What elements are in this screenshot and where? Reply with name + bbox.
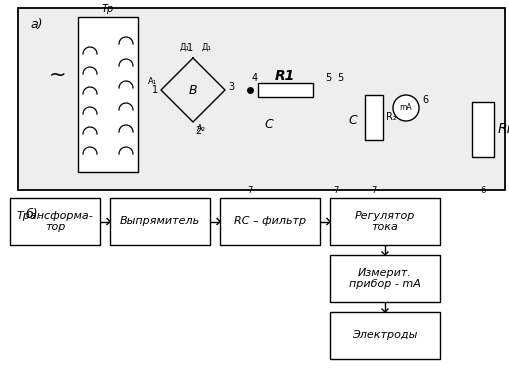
Text: а): а) (30, 18, 42, 31)
Text: R1: R1 (274, 69, 295, 83)
Text: Rн: Rн (497, 122, 509, 136)
Text: Измерит.
прибор - mA: Измерит. прибор - mA (348, 268, 420, 289)
Text: B: B (188, 83, 197, 97)
Bar (258, 83, 313, 97)
Text: Д₁: Д₁ (180, 43, 189, 52)
Text: C: C (264, 118, 272, 131)
Circle shape (392, 95, 418, 121)
Text: RC – фильтр: RC – фильтр (234, 216, 305, 226)
Bar (110, 198, 210, 245)
Text: 1: 1 (186, 43, 192, 53)
Text: 7: 7 (247, 186, 252, 195)
Bar (18, 8, 504, 190)
Bar (219, 198, 319, 245)
Text: Регулятор
тока: Регулятор тока (354, 211, 414, 232)
Text: 6: 6 (479, 186, 485, 195)
Bar (329, 255, 439, 302)
Text: 4: 4 (251, 73, 258, 83)
Bar (329, 312, 439, 359)
Bar (471, 102, 493, 157)
Bar (78, 17, 138, 172)
Text: А₁: А₁ (148, 77, 157, 87)
Text: 1: 1 (152, 85, 158, 95)
Text: C: C (347, 115, 356, 128)
Text: 5: 5 (324, 73, 330, 83)
Text: ~: ~ (49, 65, 67, 85)
Text: Трансформа-
тор: Трансформа- тор (17, 211, 93, 232)
Text: Выпрямитель: Выпрямитель (120, 216, 200, 226)
Text: Электроды: Электроды (352, 331, 417, 340)
Text: б).: б). (26, 208, 43, 221)
Bar (10, 198, 100, 245)
Text: 7: 7 (333, 186, 338, 195)
Text: 3: 3 (228, 82, 234, 92)
Bar (364, 95, 382, 140)
Text: R₂: R₂ (385, 112, 396, 122)
Text: 5: 5 (336, 73, 343, 83)
Text: А₂: А₂ (196, 124, 206, 133)
Text: 7: 7 (371, 186, 376, 195)
Text: Тр: Тр (102, 4, 114, 14)
Text: 6: 6 (421, 95, 427, 105)
Text: Д₁: Д₁ (202, 43, 212, 52)
Text: 2: 2 (194, 126, 201, 136)
Text: mA: mA (399, 103, 411, 113)
Bar (329, 198, 439, 245)
